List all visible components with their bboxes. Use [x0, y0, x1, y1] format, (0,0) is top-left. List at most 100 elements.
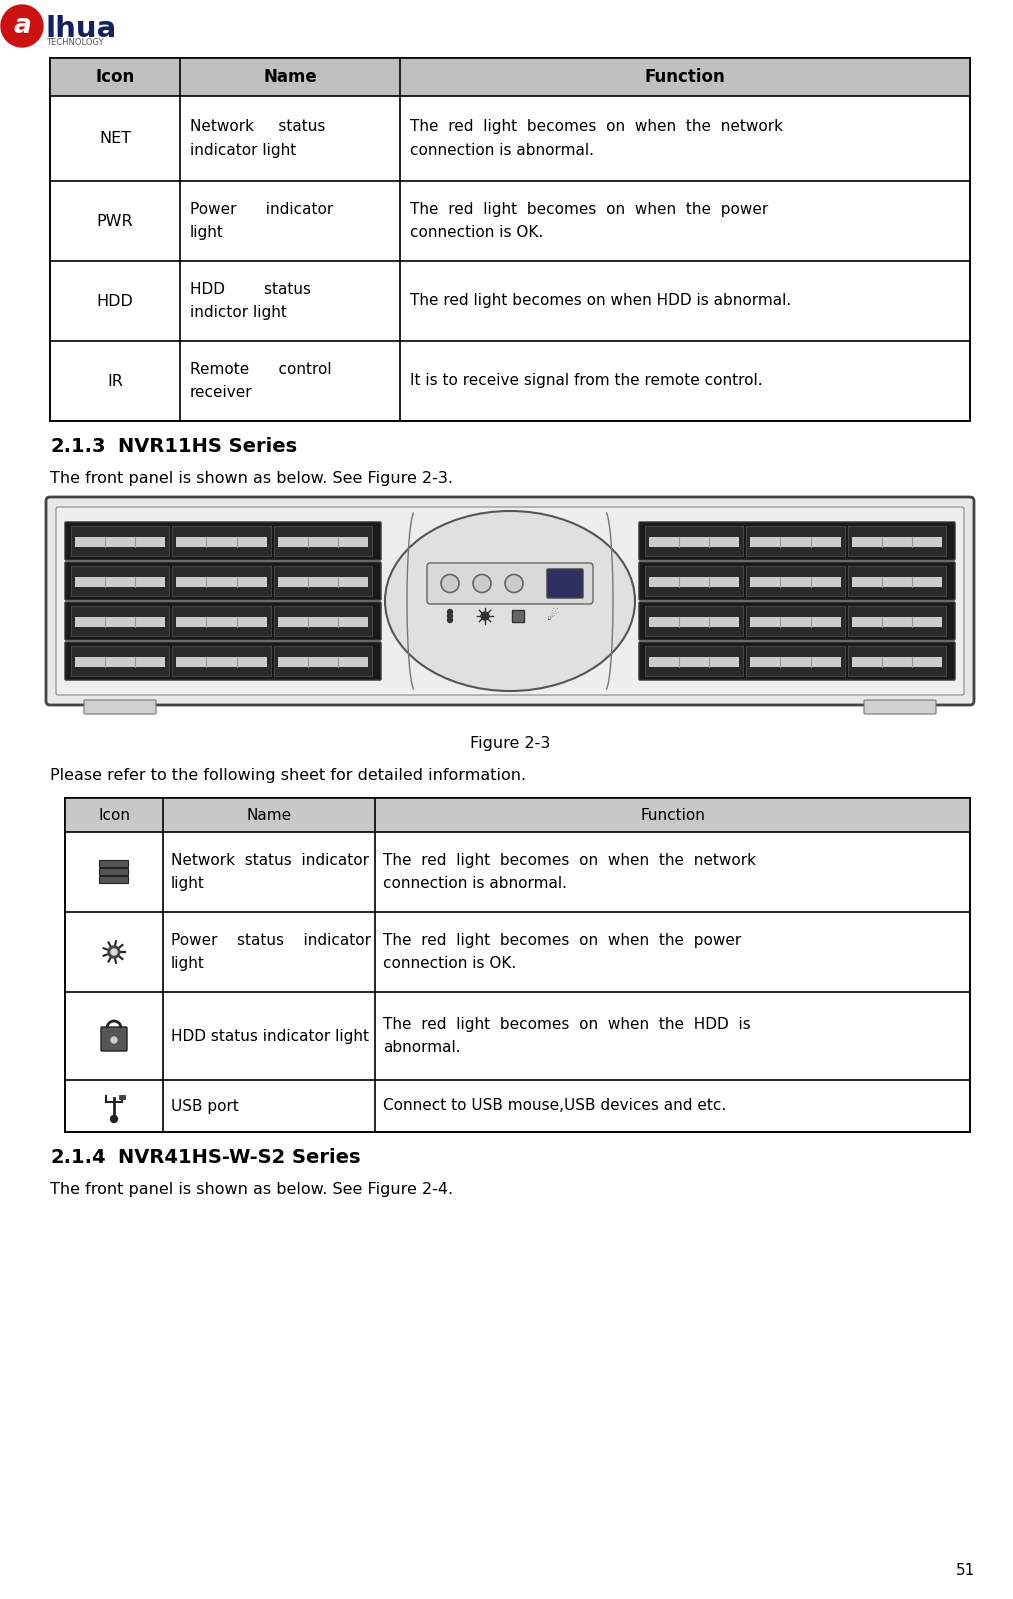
Bar — [176, 617, 266, 627]
Text: It is to receive signal from the remote control.: It is to receive signal from the remote … — [410, 374, 763, 389]
Text: Power    status    indicator
light: Power status indicator light — [171, 932, 371, 971]
Circle shape — [473, 574, 491, 593]
Bar — [274, 606, 372, 636]
Text: The  red  light  becomes  on  when  the  network
connection is abnormal.: The red light becomes on when the networ… — [383, 852, 756, 891]
Text: The red light becomes on when HDD is abnormal.: The red light becomes on when HDD is abn… — [410, 294, 791, 309]
Text: Network     status
indicator light: Network status indicator light — [190, 120, 325, 158]
Text: The front panel is shown as below. See Figure 2-4.: The front panel is shown as below. See F… — [50, 1182, 453, 1198]
Bar — [278, 577, 368, 587]
Bar — [649, 537, 739, 547]
Bar — [512, 609, 524, 622]
Text: Icon: Icon — [98, 807, 130, 822]
FancyBboxPatch shape — [99, 868, 129, 876]
Text: ☄: ☄ — [546, 609, 558, 624]
FancyBboxPatch shape — [101, 1027, 127, 1051]
Text: The front panel is shown as below. See Figure 2-3.: The front panel is shown as below. See F… — [50, 472, 453, 486]
Bar — [747, 606, 845, 636]
Text: The  red  light  becomes  on  when  the  power
connection is OK.: The red light becomes on when the power … — [410, 201, 768, 240]
Text: Please refer to the following sheet for detailed information.: Please refer to the following sheet for … — [50, 768, 526, 784]
Text: NET: NET — [99, 131, 131, 146]
Bar — [747, 566, 845, 596]
FancyBboxPatch shape — [56, 507, 964, 696]
Bar — [848, 606, 946, 636]
FancyBboxPatch shape — [639, 643, 955, 680]
Bar — [50, 58, 970, 421]
Bar — [119, 1095, 125, 1099]
Bar — [172, 646, 270, 676]
Bar — [649, 617, 739, 627]
Bar — [172, 566, 270, 596]
Bar — [274, 526, 372, 556]
Bar — [75, 657, 165, 667]
FancyBboxPatch shape — [84, 700, 156, 715]
Bar — [747, 526, 845, 556]
FancyBboxPatch shape — [639, 601, 955, 640]
FancyBboxPatch shape — [65, 601, 381, 640]
Text: Function: Function — [640, 807, 705, 822]
Text: PWR: PWR — [96, 214, 134, 229]
Bar — [71, 526, 169, 556]
Bar — [71, 566, 169, 596]
Circle shape — [111, 948, 116, 955]
FancyBboxPatch shape — [65, 521, 381, 560]
Bar — [278, 537, 368, 547]
Text: Figure 2-3: Figure 2-3 — [470, 736, 550, 752]
Circle shape — [441, 574, 459, 593]
FancyBboxPatch shape — [639, 521, 955, 560]
FancyBboxPatch shape — [427, 563, 593, 604]
Text: Icon: Icon — [95, 69, 135, 86]
Bar — [649, 657, 739, 667]
Circle shape — [448, 609, 453, 614]
Bar — [176, 577, 266, 587]
Bar — [645, 606, 744, 636]
FancyBboxPatch shape — [65, 643, 381, 680]
Text: Connect to USB mouse,USB devices and etc.: Connect to USB mouse,USB devices and etc… — [383, 1099, 726, 1113]
Bar — [75, 537, 165, 547]
FancyBboxPatch shape — [864, 700, 936, 715]
Bar — [852, 657, 942, 667]
Circle shape — [1, 5, 43, 46]
Circle shape — [108, 947, 120, 958]
FancyBboxPatch shape — [639, 561, 955, 600]
Circle shape — [505, 574, 523, 593]
Text: Network  status  indicator
light: Network status indicator light — [171, 852, 369, 891]
Bar — [852, 617, 942, 627]
Text: HDD status indicator light: HDD status indicator light — [171, 1028, 369, 1044]
Bar — [75, 577, 165, 587]
Circle shape — [111, 1038, 116, 1043]
Bar — [278, 657, 368, 667]
Text: lhua: lhua — [46, 14, 118, 43]
Bar — [274, 646, 372, 676]
Bar — [751, 537, 841, 547]
Text: The  red  light  becomes  on  when  the  HDD  is
abnormal.: The red light becomes on when the HDD is… — [383, 1017, 751, 1055]
Bar — [274, 566, 372, 596]
Bar — [645, 646, 744, 676]
Text: Power      indicator
light: Power indicator light — [190, 201, 333, 240]
Bar — [278, 617, 368, 627]
Bar — [176, 537, 266, 547]
Text: The  red  light  becomes  on  when  the  network
connection is abnormal.: The red light becomes on when the networ… — [410, 120, 783, 158]
Text: 2.1.4: 2.1.4 — [50, 1148, 105, 1167]
Text: NVR41HS-W-S2 Series: NVR41HS-W-S2 Series — [118, 1148, 361, 1167]
Bar — [751, 617, 841, 627]
Bar — [172, 606, 270, 636]
Circle shape — [481, 612, 489, 620]
Bar — [751, 657, 841, 667]
Bar — [65, 798, 970, 1132]
Bar — [71, 606, 169, 636]
Text: IR: IR — [107, 374, 123, 389]
Bar — [645, 566, 744, 596]
Bar — [71, 646, 169, 676]
FancyBboxPatch shape — [65, 561, 381, 600]
Text: HDD: HDD — [96, 294, 134, 309]
Text: 2.1.3: 2.1.3 — [50, 437, 105, 456]
Circle shape — [110, 1116, 118, 1122]
Text: TECHNOLOGY: TECHNOLOGY — [46, 38, 103, 46]
Bar — [176, 657, 266, 667]
Bar — [65, 798, 970, 831]
Text: Remote      control
receiver: Remote control receiver — [190, 361, 331, 400]
Bar — [751, 577, 841, 587]
Text: Function: Function — [644, 69, 725, 86]
Bar — [852, 577, 942, 587]
Text: HDD        status
indictor light: HDD status indictor light — [190, 281, 311, 320]
